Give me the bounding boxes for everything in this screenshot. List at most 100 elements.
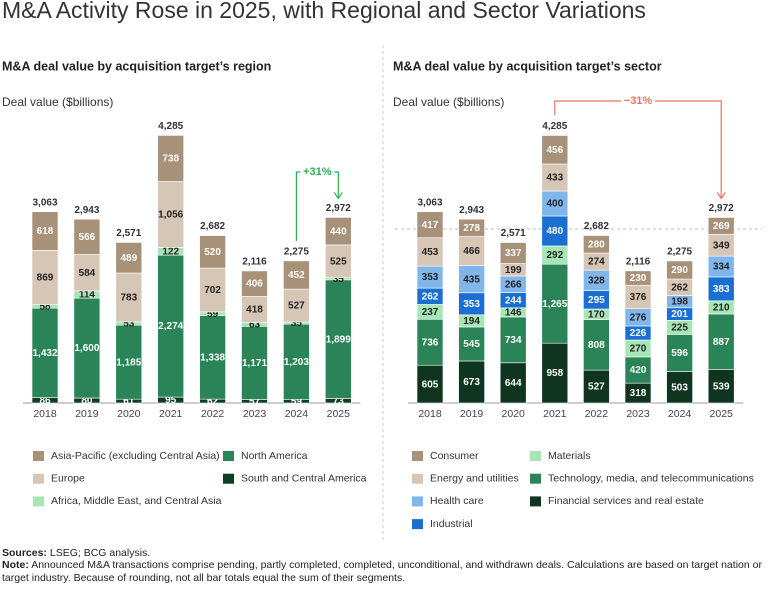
x-tick-label: 2022: [201, 408, 225, 420]
total-label: 2,972: [709, 203, 734, 214]
bar-segment: [666, 260, 693, 280]
data-label: 349: [713, 240, 730, 251]
bar-segment: [458, 360, 485, 404]
sources-label: Sources:: [2, 547, 47, 559]
annotation: −31%: [624, 95, 653, 107]
data-label: 1,056: [158, 210, 183, 221]
data-label: 73: [333, 396, 345, 407]
data-label: 262: [671, 282, 688, 293]
data-label: 1,171: [242, 358, 267, 369]
bar-segment: [583, 369, 610, 404]
bar-segment: [624, 356, 652, 384]
data-label: 525: [330, 256, 347, 267]
data-label: 201: [671, 309, 688, 320]
x-tick-label: 2021: [543, 408, 567, 420]
annotation-bg: [300, 165, 335, 179]
bar-segment: [541, 263, 569, 344]
total-label: 2,943: [459, 205, 484, 216]
legend-swatch: [223, 473, 234, 484]
bar-segment: [416, 364, 444, 404]
data-label: 1,432: [32, 348, 57, 359]
legend-swatch: [223, 451, 234, 461]
bar-segment: [283, 260, 310, 290]
data-label: 673: [463, 377, 480, 388]
data-label: 269: [713, 221, 730, 232]
data-label: 295: [588, 295, 605, 306]
data-label: 2,274: [158, 321, 183, 332]
data-label: 194: [463, 316, 480, 327]
data-label: 122: [162, 246, 179, 257]
bar-segment: [115, 272, 143, 323]
legend-label: Energy and utilities: [430, 472, 519, 484]
data-label: 274: [588, 257, 605, 268]
bar-segment: [157, 254, 184, 398]
data-label: 225: [671, 322, 688, 333]
x-tick-label: 2020: [502, 408, 526, 420]
total-label: 2,943: [74, 205, 99, 216]
legend-swatch: [33, 451, 44, 461]
legend-swatch: [412, 451, 423, 461]
data-label: 566: [79, 232, 96, 243]
x-tick-label: 2024: [285, 408, 309, 420]
legend-label: Technology, media, and telecommunication…: [548, 472, 754, 484]
x-tick-label: 2025: [710, 408, 734, 420]
total-label: 2,682: [584, 221, 609, 232]
data-label: 334: [713, 262, 730, 273]
x-tick-label: 2018: [33, 408, 57, 420]
bar-segment: [115, 324, 143, 400]
data-label: 452: [288, 270, 305, 281]
data-label: 59: [207, 309, 219, 320]
data-label: 35: [291, 318, 303, 329]
data-label: 270: [630, 344, 647, 355]
data-label: 61: [123, 396, 135, 407]
total-label: 2,275: [667, 247, 692, 258]
data-label: 453: [422, 247, 439, 258]
data-label: 440: [330, 226, 347, 237]
note-text: Announced M&A transactions comprise pend…: [2, 559, 762, 584]
chart-title: M&A deal value by acquisition target’s s…: [393, 59, 662, 73]
data-label: 466: [463, 246, 480, 257]
data-label: 527: [288, 301, 305, 312]
data-label: 527: [588, 382, 605, 393]
data-label: 244: [505, 295, 522, 306]
data-label: 520: [204, 247, 221, 258]
data-label: 456: [546, 145, 563, 156]
data-label: 596: [671, 348, 688, 359]
x-tick-label: 2022: [585, 408, 609, 420]
bar-segment: [324, 217, 352, 246]
bar-segment: [416, 211, 444, 239]
bar-segment: [666, 334, 693, 372]
legend-label: Africa, Middle East, and Central Asia: [51, 495, 222, 507]
data-label: 734: [505, 335, 522, 346]
data-label: 406: [246, 279, 263, 290]
data-label: 887: [713, 337, 730, 348]
bar-segment: [241, 270, 268, 297]
bar-segment: [324, 279, 352, 399]
total-label: 2,972: [326, 203, 351, 214]
bar-segment: [458, 326, 485, 362]
x-tick-label: 2018: [418, 408, 442, 420]
bar-segment: [499, 362, 527, 404]
data-label: 146: [505, 308, 522, 319]
legend-label: Financial services and real estate: [548, 495, 704, 507]
annotation-arrow: [333, 192, 343, 200]
legend-swatch: [33, 496, 44, 507]
data-label: 237: [422, 307, 439, 318]
data-label: 86: [39, 395, 51, 406]
data-label: 1,265: [542, 299, 567, 310]
total-label: 4,285: [158, 121, 183, 132]
data-label: 328: [588, 275, 605, 286]
data-label: 1,203: [284, 357, 309, 368]
data-label: 702: [204, 285, 221, 296]
bar-segment: [199, 315, 226, 400]
total-label: 2,275: [284, 247, 309, 258]
y-axis-label: Deal value ($billions): [2, 95, 113, 109]
legend-swatch: [412, 473, 423, 484]
total-label: 3,063: [32, 197, 57, 208]
bar-segment: [541, 135, 569, 165]
x-tick-label: 2019: [460, 408, 484, 420]
data-label: 199: [505, 265, 522, 276]
chart-title: M&A deal value by acquisition target’s r…: [2, 59, 271, 73]
total-label: 3,063: [417, 197, 442, 208]
bar-segment: [541, 215, 569, 247]
